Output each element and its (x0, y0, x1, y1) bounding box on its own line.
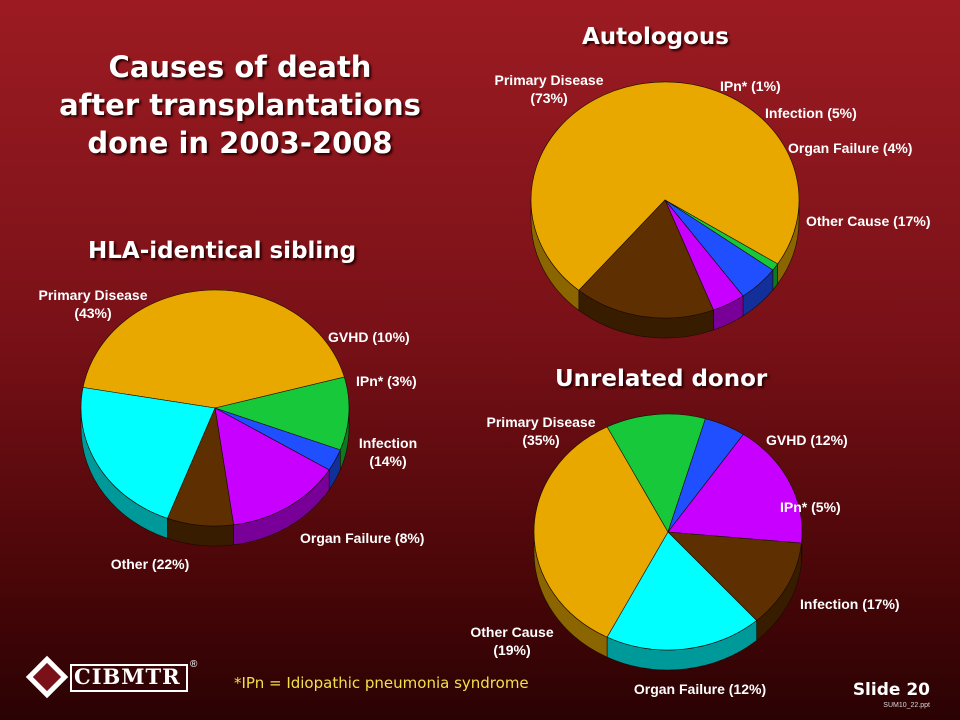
slide-title-line-1: Causes of death (108, 50, 372, 84)
footnote: *IPn = Idiopathic pneumonia syndrome (234, 674, 529, 692)
pie-label-0-3: Infection (14%) (359, 435, 417, 469)
pie-label-line: Other Cause (17%) (806, 213, 930, 229)
pie-label-line: Organ Failure (8%) (300, 530, 424, 546)
pie-label-2-0: Primary Disease (35%) (487, 414, 596, 448)
pie-label-1-4: Other Cause (17%) (806, 213, 930, 229)
pie-label-line: Infection (359, 435, 417, 451)
pie-label-line: (73%) (530, 90, 567, 106)
pie-label-1-1: IPn* (1%) (720, 78, 781, 94)
pie-label-line: Primary Disease (39, 287, 148, 303)
pie-label-0-0: Primary Disease (43%) (39, 287, 148, 321)
pie-slice-0-3 (214, 407, 330, 526)
slide-title: Causes of death after transplantations d… (20, 48, 460, 162)
pie-slice-2-1 (606, 413, 706, 533)
pie-slice-0-5 (80, 387, 216, 519)
pie-label-line: (19%) (493, 642, 530, 658)
pie-hla-identical-sibling: Primary Disease (43%) GVHD (10%) IPn* (3%) I… (39, 287, 425, 572)
pie-label-1-0: Primary Disease (73%) (495, 72, 604, 106)
slide-number: Slide 20 (852, 680, 930, 700)
pie-slice-0-0 (82, 289, 345, 409)
pie-label-line: IPn* (5%) (780, 499, 841, 515)
pie-slice-1-0 (530, 81, 800, 291)
pie-slice-2-3 (667, 434, 803, 544)
slide-title-line-2: after transplantations (59, 88, 421, 122)
pie-label-line: GVHD (10%) (328, 329, 410, 345)
pie-label-2-5: Other Cause (19%) (470, 624, 553, 658)
pie-label-2-4: Organ Failure (12%) (634, 681, 766, 697)
pie-label-line: Infection (17%) (800, 596, 900, 612)
pie-label-line: Organ Failure (12%) (634, 681, 766, 697)
pie-label-line: Primary Disease (495, 72, 604, 88)
pie-label-0-1: GVHD (10%) (328, 329, 410, 345)
pie-label-0-5: Other (22%) (111, 556, 190, 572)
pie-label-0-4: Organ Failure (8%) (300, 530, 424, 546)
pie-label-line: IPn* (1%) (720, 78, 781, 94)
pie-label-line: Other Cause (470, 624, 553, 640)
pie-label-line: (43%) (74, 305, 111, 321)
pie-label-2-3: Infection (17%) (800, 596, 900, 612)
pie-label-line: (35%) (522, 432, 559, 448)
pie-label-line: Organ Failure (4%) (788, 140, 912, 156)
logo-registered-mark: ® (190, 659, 198, 670)
pie-slice-2-4 (667, 531, 802, 621)
file-reference: SUM10_22.ppt (883, 702, 930, 709)
pie-slice-0-1 (213, 376, 350, 451)
pie-autologous: Primary Disease (73%) IPn* (1%) Infection (… (495, 72, 930, 339)
logo-frame (70, 664, 188, 692)
pie-slice-1-4 (578, 199, 714, 319)
pie-unrelated-donor: Primary Disease (35%) GVHD (12%) IPn* (5%) I… (470, 413, 900, 697)
chart-title-hla: HLA-identical sibling (88, 238, 357, 264)
pie-label-line: GVHD (12%) (766, 432, 848, 448)
slide-title-line-3: done in 2003-2008 (87, 126, 393, 160)
pie-label-line: Infection (5%) (765, 105, 857, 121)
pie-label-2-2: IPn* (5%) (780, 499, 841, 515)
pie-slice-2-5 (606, 531, 758, 651)
pie-label-2-1: GVHD (12%) (766, 432, 848, 448)
pie-label-line: IPn* (3%) (356, 373, 417, 389)
pie-label-line: (14%) (369, 453, 406, 469)
pie-slice-2-0 (533, 426, 669, 638)
pie-label-1-2: Infection (5%) (765, 105, 857, 121)
pie-label-line: Other (22%) (111, 556, 190, 572)
pie-label-0-2: IPn* (3%) (356, 373, 417, 389)
chart-title-autologous: Autologous (582, 24, 729, 50)
pie-label-line: Primary Disease (487, 414, 596, 430)
cibmtr-logo: CIBMTR ® (25, 655, 198, 703)
logo-text: CIBMTR (74, 664, 181, 689)
chart-title-unrelated: Unrelated donor (555, 366, 768, 392)
pie-label-1-3: Organ Failure (4%) (788, 140, 912, 156)
